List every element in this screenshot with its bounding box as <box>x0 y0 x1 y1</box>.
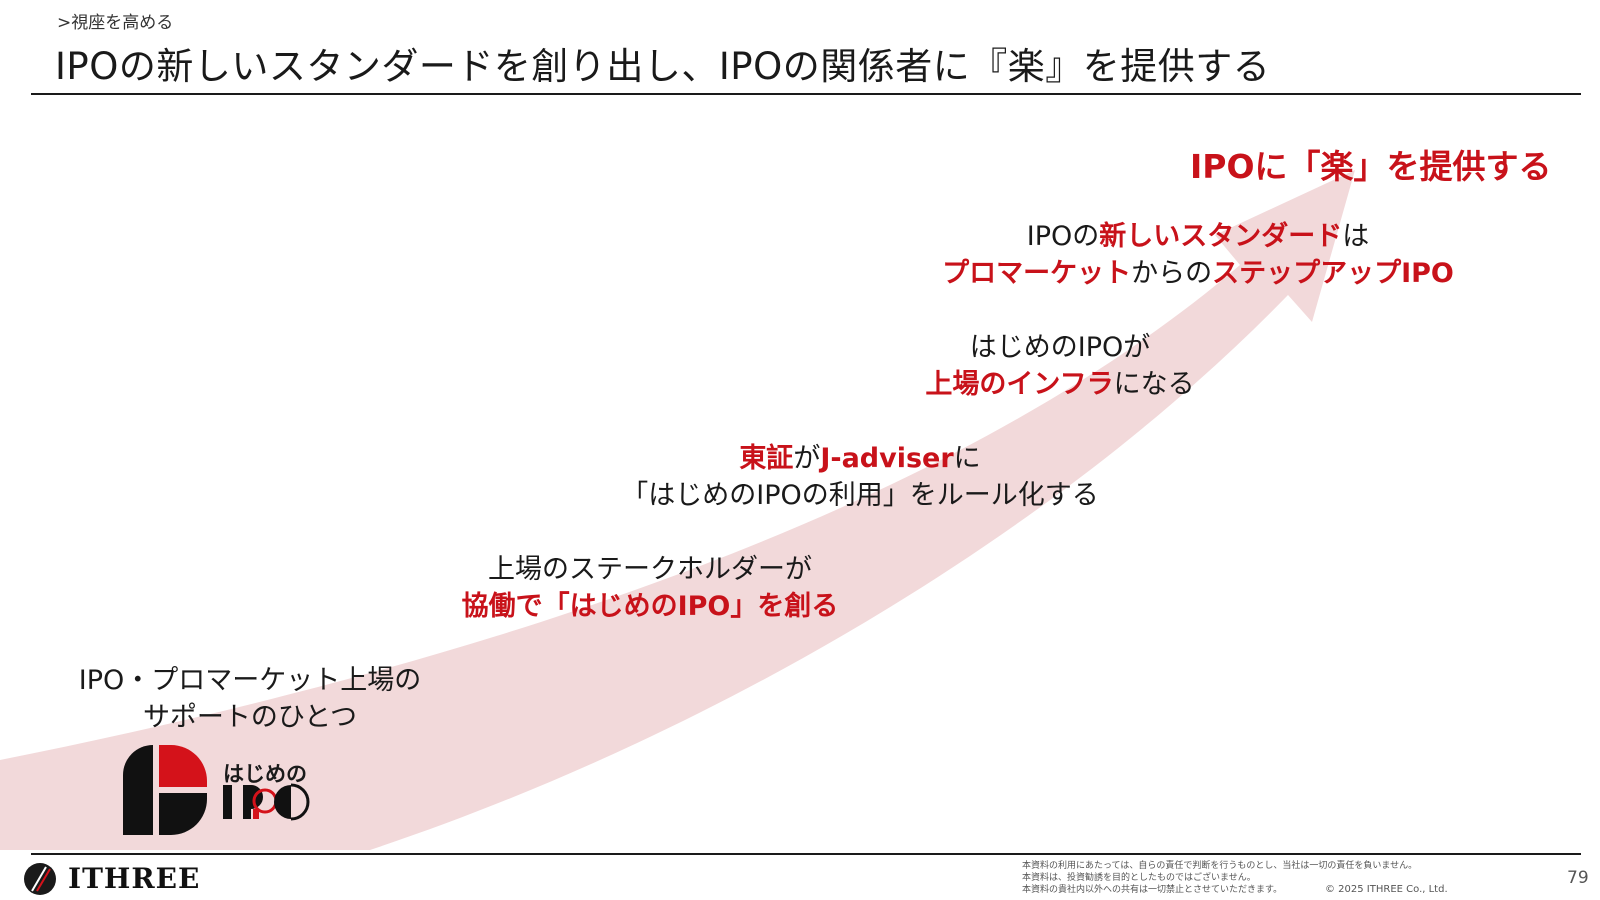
page-title: IPOの新しいスタンダードを創り出し、IPOの関係者に『楽』を提供する <box>55 45 1271 88</box>
step-5-text: からの <box>1131 258 1213 289</box>
step-1-line-1: IPO・プロマーケット上場の <box>78 665 422 696</box>
step-4: はじめのIPOが 上場のインフラになる <box>880 329 1240 403</box>
hajime-no-ipo-logo <box>123 745 310 835</box>
company-name: ITHREE <box>68 862 201 895</box>
step-5-highlight: プロマーケット <box>942 258 1132 289</box>
step-2-line-2: 協働で「はじめのIPO」を創る <box>430 588 870 625</box>
logo-text-hajime: はじめの <box>223 762 307 786</box>
logo-ipo-glyphs-icon <box>223 783 310 821</box>
step-3-highlight: 東証 <box>739 443 794 474</box>
step-5-highlight: ステップアップIPO <box>1212 258 1454 289</box>
step-5-highlight: 新しいスタンダード <box>1099 221 1343 252</box>
page-number: 79 <box>1567 868 1589 888</box>
step-5-text: IPOの <box>1026 221 1100 252</box>
step-3-line-2: 「はじめのIPOの利用」をルール化する <box>621 480 1099 511</box>
disclaimer-line: 本資料の貴社内以外への共有は一切禁止とさせていただきます。 <box>1022 885 1283 895</box>
step-3-text: に <box>953 443 981 474</box>
disclaimer-line: 本資料の利用にあたっては、自らの責任で判断を行うものとし、当社は一切の責任を負い… <box>1022 861 1418 871</box>
step-1: IPO・プロマーケット上場の サポートのひとつ <box>60 662 440 736</box>
step-5-line-2: プロマーケットからのステップアップIPO <box>928 255 1468 292</box>
ithree-emblem-icon <box>24 863 56 895</box>
step-4-line-2: 上場のインフラになる <box>880 366 1240 403</box>
step-2: 上場のステークホルダーが 協働で「はじめのIPO」を創る <box>430 551 870 625</box>
step-3-line-1: 東証がJ-adviserに <box>590 440 1130 477</box>
step-5: IPOの新しいスタンダードは プロマーケットからのステップアップIPO <box>928 218 1468 292</box>
goal-statement: IPOに「楽」を提供する <box>1190 147 1552 186</box>
step-3-highlight: J-adviser <box>820 443 954 474</box>
step-4-line-1: はじめのIPOが <box>969 332 1151 363</box>
disclaimer: 本資料の利用にあたっては、自らの責任で判断を行うものとし、当社は一切の責任を負い… <box>1022 860 1417 896</box>
breadcrumb: >視座を高める <box>57 13 174 33</box>
step-4-highlight: 上場のインフラ <box>925 369 1114 400</box>
logo-mark-icon <box>123 745 207 835</box>
step-2-line-1: 上場のステークホルダーが <box>488 554 812 585</box>
step-3-text: が <box>793 443 821 474</box>
footer-divider <box>31 853 1581 855</box>
step-1-line-2: サポートのひとつ <box>142 702 358 733</box>
step-2-highlight: 協働で「はじめのIPO」を創る <box>461 591 839 622</box>
company-logo <box>24 863 56 895</box>
copyright: © 2025 ITHREE Co., Ltd. <box>1325 884 1448 895</box>
title-divider <box>31 93 1581 95</box>
disclaimer-line: 本資料は、投資勧誘を目的としたものではございません。 <box>1022 873 1256 883</box>
step-5-text: は <box>1342 221 1370 252</box>
step-5-line-1: IPOの新しいスタンダードは <box>928 218 1468 255</box>
step-3: 東証がJ-adviserに 「はじめのIPOの利用」をルール化する <box>590 440 1130 514</box>
step-4-text: になる <box>1113 369 1195 400</box>
